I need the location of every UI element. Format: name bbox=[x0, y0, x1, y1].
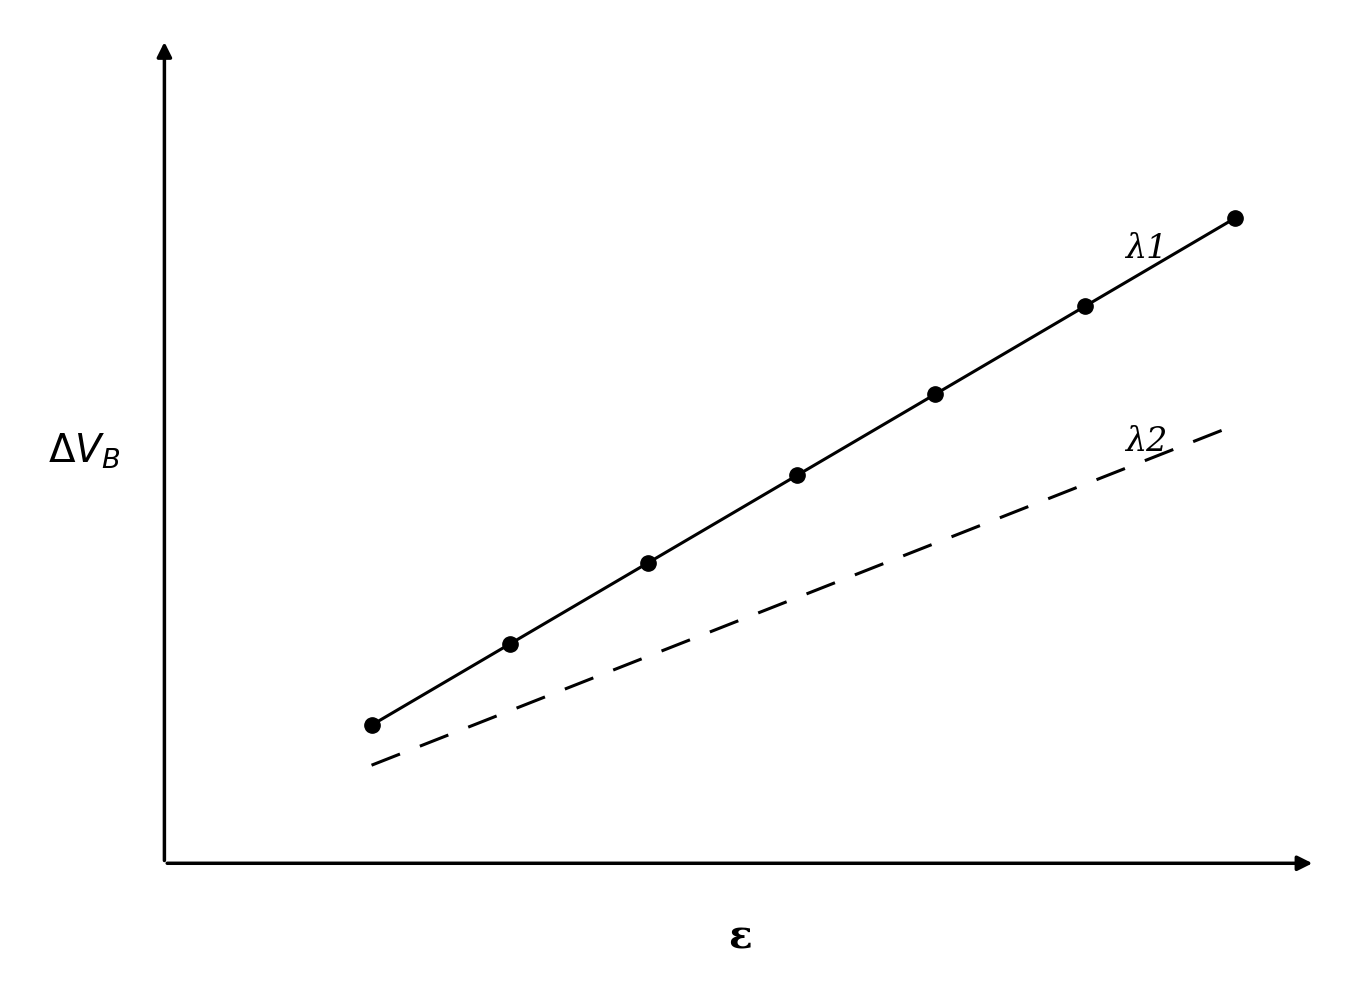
Text: λ2: λ2 bbox=[1125, 427, 1167, 458]
Text: λ1: λ1 bbox=[1125, 232, 1167, 265]
Text: ε: ε bbox=[727, 918, 752, 956]
Text: $\Delta V_B$: $\Delta V_B$ bbox=[48, 432, 121, 471]
